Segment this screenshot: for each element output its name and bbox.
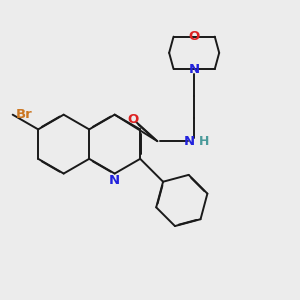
Text: H: H bbox=[198, 135, 209, 148]
Text: N: N bbox=[183, 135, 194, 148]
Text: N: N bbox=[189, 62, 200, 76]
Text: N: N bbox=[109, 173, 120, 187]
Text: O: O bbox=[127, 112, 138, 126]
Text: Br: Br bbox=[16, 108, 32, 121]
Text: O: O bbox=[188, 30, 200, 43]
